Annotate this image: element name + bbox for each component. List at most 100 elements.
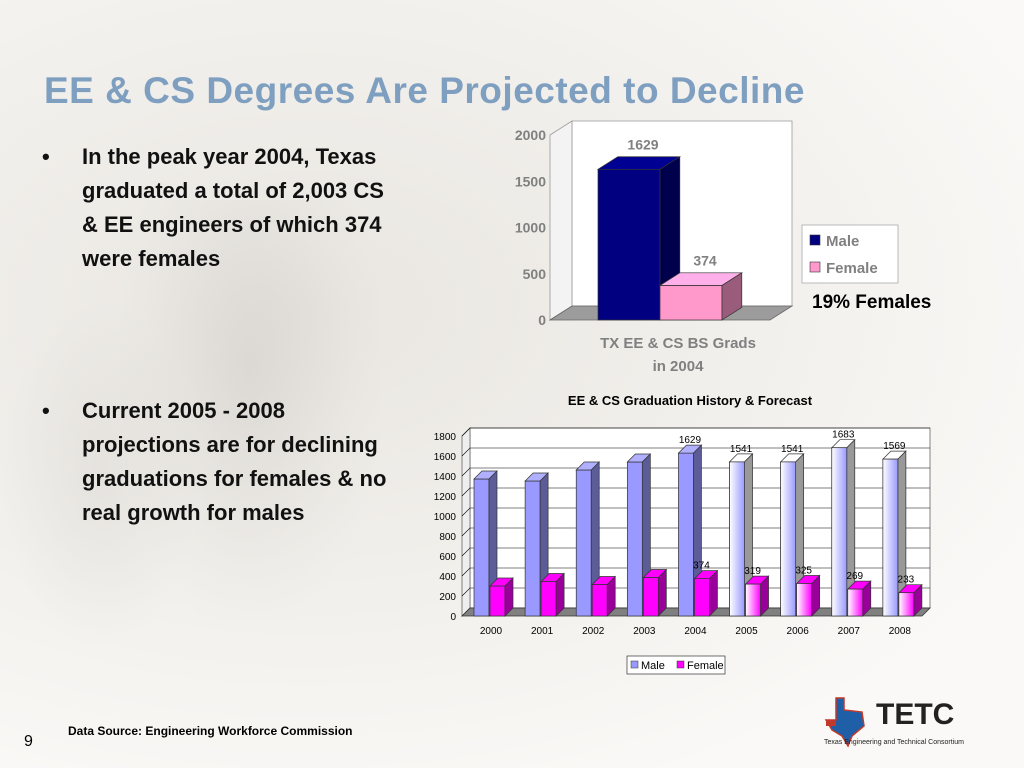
chart2-gridline — [461, 467, 930, 477]
chart2-bar-male-forecast-fill — [729, 461, 745, 617]
chart1-data-label: 1629 — [627, 136, 658, 152]
chart1-legend-box — [801, 224, 899, 284]
chart1-legend-label: Male — [826, 233, 859, 250]
chart2-gridline — [461, 567, 930, 577]
chart2-bar-female-2002-side — [606, 575, 616, 617]
chart2-gridline — [461, 487, 930, 497]
background-figure — [120, 200, 380, 620]
chart2-male-data-label: 1629 — [679, 435, 702, 446]
chart2-gridline — [461, 447, 930, 457]
chart1-ytick-label: 0 — [538, 312, 546, 328]
chart2-bar-female-2002-front — [591, 584, 608, 617]
chart2-xtick-label: 2000 — [480, 626, 503, 637]
bullet-text: In the peak year 2004, Texas graduated a… — [82, 144, 384, 271]
chart2-bar-male-2000-front — [473, 478, 490, 617]
chart1-bar-male-front — [597, 168, 661, 321]
chart1-bar-female-front — [659, 285, 723, 321]
bullet-marker: • — [42, 144, 50, 169]
chart1-ytick-label: 1500 — [515, 173, 546, 189]
bullet-marker: • — [42, 398, 50, 423]
chart2-bar-female-2000-front — [489, 585, 506, 617]
chart2-xtick-label: 2003 — [633, 626, 656, 637]
chart2-bar-female-2004 — [693, 569, 719, 617]
chart2-female-data-label: 319 — [744, 566, 761, 577]
chart2-bar-female-2004-side — [709, 569, 718, 617]
female-percentage-annotation: 19% Females — [812, 292, 932, 313]
chart2-bar-male-2002-front — [575, 469, 592, 617]
chart2-bar-male-2004-front — [678, 452, 694, 617]
chart2-xtick-label: 2002 — [582, 626, 605, 637]
background-figure-secondary — [0, 300, 200, 650]
chart2-legend-swatch — [630, 660, 639, 669]
chart2-bar-male-forecast-fill — [882, 458, 899, 617]
chart2-female-data-label: 269 — [846, 571, 863, 582]
chart-2004-grads-svg: 0 500 1000 1500 2000 1629 374 TX EE & CS BS Gra… — [515, 120, 899, 375]
chart2-legend: Male Female — [626, 655, 726, 675]
chart2-gridline — [461, 547, 930, 557]
chart2-title: EE & CS Graduation History & Forecast — [568, 393, 813, 408]
chart1-bar-female-side — [721, 272, 743, 321]
chart2-ytick-label: 1800 — [434, 432, 457, 443]
chart2-bar-male-2003 — [626, 453, 652, 617]
chart2-bar-male-2003-front — [626, 461, 643, 617]
chart1-legend-swatch — [809, 234, 821, 246]
chart2-legend-label: Male — [641, 660, 665, 672]
chart2-female-data-label: 374 — [693, 561, 710, 572]
chart1-category-label: TX EE & CS BS Grads — [600, 335, 756, 352]
chart2-xtick-label: 2008 — [889, 626, 912, 637]
chart2-bar-female-2003-front — [642, 577, 659, 617]
chart2-bar-female-2003-side — [657, 568, 667, 617]
chart2-xtick-label: 2001 — [531, 626, 554, 637]
chart2-ytick-label: 1600 — [434, 452, 457, 463]
chart2-male-data-label: 1541 — [730, 444, 753, 455]
chart2-ytick-label: 400 — [439, 572, 456, 583]
chart2-bar-female-forecast-fill — [745, 583, 761, 617]
chart2-side-wall — [461, 427, 471, 617]
chart2-male-data-label: 1541 — [781, 444, 804, 455]
chart1-ytick-label: 1000 — [515, 220, 546, 236]
chart2-xtick-label: 2006 — [787, 626, 810, 637]
chart2-bar-female-forecast-fill — [796, 583, 813, 617]
chart2-female-data-label: 325 — [795, 566, 812, 577]
chart2-ytick-label: 1200 — [434, 492, 457, 503]
chart1-bar-female — [658, 272, 744, 321]
chart2-gridline — [461, 427, 930, 437]
chart2-bar-female-forecast-fill — [898, 592, 915, 617]
chart2-gridline — [461, 527, 930, 537]
chart2-bar-female-forecast-fill — [847, 588, 864, 617]
chart2-bar-female-2003 — [642, 568, 668, 617]
chart-graduation-history: EE & CS Graduation History & Forecast 0 20… — [420, 388, 940, 678]
chart2-male-data-label: 1683 — [832, 430, 855, 441]
chart2-bar-male-forecast-fill — [780, 461, 797, 617]
chart2-xtick-label: 2004 — [684, 626, 707, 637]
bullet-text: Current 2005 - 2008 projections are for … — [82, 398, 387, 525]
chart1-ytick-label: 2000 — [515, 127, 546, 143]
chart2-legend-swatch — [676, 660, 685, 669]
chart2-male-data-label: 1569 — [883, 441, 906, 452]
chart1-legend-swatch — [809, 261, 821, 273]
slide-title: EE & CS Degrees Are Projected to Decline — [44, 70, 805, 111]
chart2-gridline — [461, 507, 930, 517]
chart2-gridline — [461, 587, 930, 597]
chart2-bar-female-2001 — [540, 572, 565, 617]
chart1-legend-label: Female — [826, 260, 878, 277]
chart2-xtick-label: 2007 — [838, 626, 861, 637]
chart2-bar-female-2000 — [489, 577, 514, 617]
chart1-ytick-label: 500 — [523, 266, 547, 282]
chart2-ytick-label: 1000 — [434, 512, 457, 523]
chart2-xtick-label: 2005 — [735, 626, 758, 637]
texas-flag-stripe — [826, 720, 836, 726]
page-number: 9 — [24, 733, 33, 750]
tetc-logo-graphic: TETC Texas Engineering and Technical Con… — [824, 697, 964, 748]
chart2-bar-male-2000 — [473, 470, 498, 617]
logo-subtitle: Texas Engineering and Technical Consorti… — [824, 739, 964, 746]
logo-wordmark: TETC — [876, 698, 954, 731]
chart2-ytick-label: 200 — [439, 592, 456, 603]
chart1-side-wall — [549, 120, 573, 321]
chart2-bar-male-2001-front — [524, 480, 541, 617]
chart1-data-label: 374 — [693, 252, 717, 268]
chart2-bar-female-2001-side — [555, 572, 565, 617]
chart2-ytick-label: 1400 — [434, 472, 457, 483]
chart1-legend: Male Female — [801, 224, 899, 284]
chart2-bar-female-2001-front — [540, 581, 557, 617]
